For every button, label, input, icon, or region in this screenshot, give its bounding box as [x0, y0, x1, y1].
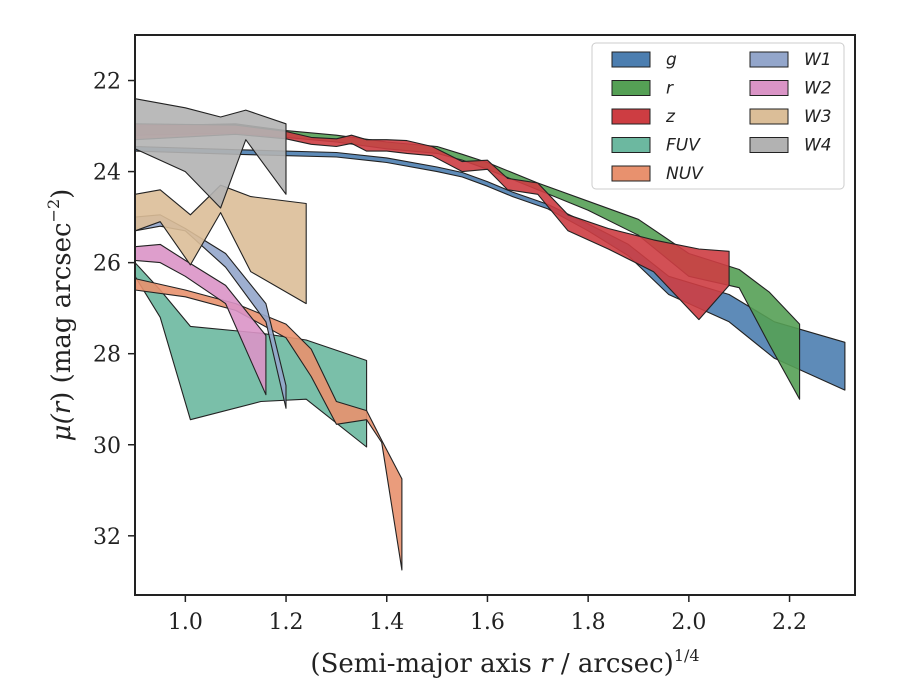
legend-swatch-w2	[749, 80, 789, 96]
y-axis-label-r: r	[47, 400, 77, 414]
y-axis-label: μ(r) (mag arcsec−2)	[44, 189, 77, 442]
legend-swatch-w3	[749, 108, 789, 125]
x-axis-label-sup: 1/4	[674, 646, 700, 665]
x-tick-label: 1.4	[369, 610, 404, 635]
y-tick-label: 26	[93, 252, 121, 277]
data-bands	[135, 98, 846, 571]
y-axis: 22 24 26 28 30 32	[93, 70, 135, 550]
y-tick-label: 24	[93, 161, 121, 186]
legend-label-w1: W1	[804, 50, 832, 70]
legend-label-z: z	[665, 107, 676, 127]
legend-swatch-w1	[749, 51, 789, 68]
x-axis: 1.0 1.2 1.4 1.6 1.8 2.0 2.2	[168, 595, 807, 635]
band-z	[135, 123, 730, 321]
y-axis-label-mid: ) (mag arcsec	[47, 222, 77, 401]
legend-label-fuv: FUV	[666, 136, 701, 156]
legend-swatch-w4	[749, 137, 789, 153]
legend-label-w2: W2	[804, 79, 832, 99]
legend-swatch-g	[611, 51, 651, 68]
plot-frame	[134, 34, 856, 596]
legend-swatch-z	[611, 108, 651, 125]
legend: grz FUV NUV W1 W2 W3 W4	[591, 42, 845, 190]
x-axis-label: (Semi-major axis r / arcsec)1/4	[310, 646, 699, 679]
y-axis-label-close: )	[47, 189, 77, 199]
y-tick-label: 30	[93, 434, 121, 459]
x-tick-label: 1.6	[470, 610, 505, 635]
x-tick-label: 1.0	[168, 610, 203, 635]
y-tick-label: 28	[93, 343, 121, 368]
band-w2	[135, 243, 267, 396]
y-axis-label-sup: −2	[44, 199, 63, 223]
legend-swatch-fuv	[611, 137, 651, 153]
legend-label-w4: W4	[804, 136, 832, 156]
y-tick-label: 32	[93, 525, 121, 550]
x-tick-label: 1.8	[571, 610, 606, 635]
y-tick-label: 22	[93, 70, 121, 95]
legend-swatch-r	[611, 80, 651, 96]
legend-label-r: r	[666, 79, 674, 99]
x-tick-label: 2.2	[772, 610, 807, 635]
y-axis-label-mu: μ(	[47, 413, 77, 441]
x-axis-label-r: r	[540, 649, 554, 679]
legend-swatch-nuv	[611, 165, 651, 182]
x-axis-label-pre: (Semi-major axis	[310, 649, 540, 679]
x-axis-label-post: / arcsec)	[553, 649, 674, 679]
legend-label-g: g	[666, 50, 677, 70]
legend-label-w3: W3	[804, 107, 832, 127]
x-tick-label: 1.2	[269, 610, 304, 635]
band-g	[135, 145, 846, 391]
x-tick-label: 2.0	[671, 610, 706, 635]
band-w3	[135, 184, 307, 305]
legend-label-nuv: NUV	[666, 164, 704, 184]
band-w4	[135, 98, 287, 209]
